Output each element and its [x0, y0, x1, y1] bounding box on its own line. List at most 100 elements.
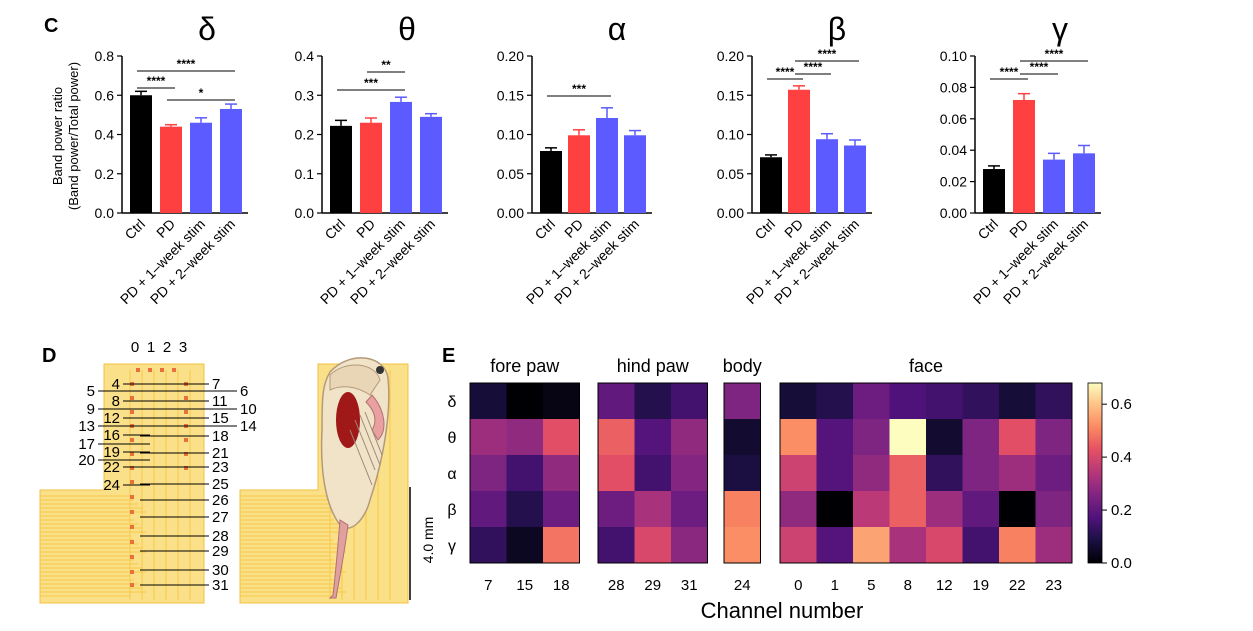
colorbar: 0.0 0.2 0.4 0.6 — [1087, 382, 1132, 572]
heatmap-col-label: 24 — [734, 577, 751, 594]
heatmap-col-label: 1 — [831, 577, 839, 594]
y-tick-label: 0.4 — [295, 48, 315, 64]
heatmap-cell — [816, 383, 854, 420]
heatmap-cell — [470, 527, 507, 564]
heatmap-col-label: 5 — [867, 577, 875, 594]
array-number: 30 — [212, 562, 229, 579]
heatmap-col-label: 28 — [608, 577, 625, 594]
array-number: 19 — [103, 444, 120, 461]
bar — [844, 145, 866, 213]
heatmap-row-label: θ — [448, 430, 457, 447]
heatmap-cell — [724, 491, 761, 528]
heatmap-cell — [780, 383, 817, 420]
electrode-pad — [148, 368, 152, 372]
heatmap-cell — [598, 419, 635, 456]
array-number: 25 — [212, 476, 229, 493]
electrode-pad — [130, 510, 134, 514]
heatmap-cell — [780, 419, 817, 456]
heatmap-cell — [506, 455, 544, 492]
heatmap-cell — [671, 527, 708, 564]
rat-illustration — [320, 357, 390, 599]
scale-bar-label: 4.0 mm — [420, 517, 436, 564]
chart-title: α — [608, 11, 627, 47]
heatmap-cell — [853, 383, 890, 420]
heatmap-cell — [598, 455, 635, 492]
array-number: 5 — [87, 383, 95, 400]
panel-c-ylabel: Band power ratio (Band power/Total power… — [50, 62, 81, 210]
heatmap-group-label: fore paw — [490, 356, 560, 376]
chart-title: β — [828, 11, 846, 47]
heatmap-group-frame — [779, 382, 1073, 564]
y-tick-label: 0.2 — [295, 127, 315, 143]
bar — [540, 150, 562, 213]
heatmap-col-label: 19 — [972, 577, 989, 594]
heatmap-row-label: γ — [448, 538, 456, 555]
heatmap-cell — [506, 383, 544, 420]
array-number: 28 — [212, 528, 229, 545]
heatmap-cell — [999, 527, 1036, 564]
bar — [1073, 153, 1095, 213]
heatmap-cell — [598, 527, 635, 564]
heatmap-cell — [853, 455, 890, 492]
y-tick-label: 0.05 — [717, 166, 744, 182]
colorbar-tick-label: 0.0 — [1111, 555, 1132, 572]
array-number: 14 — [240, 418, 257, 435]
array-number: 23 — [212, 459, 229, 476]
array-number: 27 — [212, 509, 229, 526]
heatmap-cell — [889, 383, 927, 420]
heatmap-col-label: 22 — [1009, 577, 1026, 594]
significance-label: **** — [177, 57, 196, 71]
electrode-pad — [130, 540, 134, 544]
heatmap-cell — [470, 491, 507, 528]
bar — [816, 139, 838, 213]
y-tick-label: 0.05 — [497, 166, 524, 182]
bar — [788, 89, 810, 213]
y-tick-label: 0.10 — [717, 127, 744, 143]
y-tick-label: 0.20 — [717, 48, 744, 64]
significance-label: **** — [804, 60, 823, 74]
array-number: 2 — [163, 339, 171, 356]
bar — [360, 122, 382, 213]
heatmap-group-label: hind paw — [617, 356, 690, 376]
heatmap-cell — [889, 455, 927, 492]
heatmap-cell — [816, 527, 854, 564]
colorbar-tick-label: 0.2 — [1111, 502, 1132, 519]
heatmap-cell — [926, 383, 963, 420]
heatmap-cell — [889, 419, 927, 456]
colorbar-tick-label: 0.4 — [1111, 449, 1132, 466]
array-number: 22 — [103, 459, 120, 476]
heatmap-cell — [889, 527, 927, 564]
heatmap-group-frame — [723, 382, 761, 564]
heatmap-cell — [780, 527, 817, 564]
heatmap-col-label: 31 — [681, 577, 698, 594]
heatmap-cell — [853, 419, 890, 456]
y-tick-label: 0.2 — [95, 166, 115, 182]
ylabel-line1: Band power ratio — [50, 87, 65, 185]
heatmap-cell — [889, 491, 927, 528]
heatmap-col-label: 15 — [516, 577, 533, 594]
y-tick-label: 0.0 — [295, 205, 315, 221]
y-tick-label: 0.3 — [295, 87, 315, 103]
y-tick-label: 0.20 — [497, 48, 524, 64]
heatmap-cell — [926, 419, 963, 456]
heatmap-cell — [543, 419, 580, 456]
heatmap-cell — [506, 527, 544, 564]
scale-bar: 4.0 mm — [409, 487, 436, 600]
heatmap-cell — [999, 419, 1036, 456]
array-number: 15 — [212, 410, 229, 427]
heatmap-group-label: face — [909, 356, 943, 376]
heatmap-cell — [962, 419, 1000, 456]
heatmap-col-label: 8 — [904, 577, 912, 594]
heatmap-cell — [724, 455, 761, 492]
bar — [568, 135, 590, 213]
heatmap-group-label: body — [723, 356, 762, 376]
heatmap-cell — [999, 455, 1036, 492]
array-number: 9 — [87, 401, 95, 418]
bar — [220, 108, 242, 213]
heatmap-cell — [671, 491, 708, 528]
